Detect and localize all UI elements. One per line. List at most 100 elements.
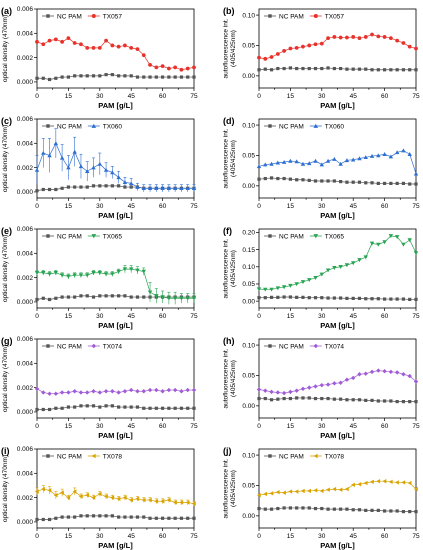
data-point	[123, 74, 127, 78]
data-point	[85, 514, 89, 518]
data-point	[408, 68, 412, 72]
data-point	[129, 497, 133, 503]
data-point	[179, 67, 184, 72]
y-axis-label: autofluorescence int.(405/425nm)	[222, 348, 236, 408]
y-tick-label: 0.00	[242, 403, 255, 410]
data-point	[313, 179, 318, 183]
legend-marker	[91, 343, 97, 349]
data-point	[154, 75, 158, 79]
data-point	[53, 270, 59, 275]
data-point	[401, 41, 406, 45]
data-point	[154, 186, 159, 191]
data-point	[41, 270, 46, 275]
data-point	[54, 76, 58, 80]
data-point	[313, 506, 318, 511]
data-point	[263, 162, 268, 167]
series-nc-pam	[35, 294, 196, 302]
data-point	[338, 265, 343, 269]
data-point	[110, 170, 115, 175]
data-point	[351, 296, 355, 300]
x-tick-label: 0	[35, 533, 39, 540]
data-point	[332, 507, 336, 511]
data-point	[191, 387, 197, 393]
y-tick-label: 0.006	[17, 116, 34, 123]
data-point	[34, 270, 40, 275]
legend-marker	[46, 14, 50, 18]
data-point	[85, 45, 90, 50]
data-point	[116, 175, 121, 180]
data-point	[79, 514, 83, 518]
data-point	[41, 390, 46, 395]
data-point	[41, 76, 45, 80]
data-point	[307, 488, 311, 494]
data-point	[59, 273, 65, 278]
data-point	[339, 179, 343, 184]
data-point	[91, 45, 96, 50]
y-tick-label: 0.20	[242, 230, 255, 237]
data-point	[72, 389, 77, 394]
plot-frame	[258, 8, 417, 89]
y-axis-label: autofluorescence int.(405/425nm)	[222, 128, 236, 188]
data-point	[123, 294, 127, 298]
data-point	[295, 66, 299, 71]
data-point	[35, 76, 39, 80]
data-point	[79, 42, 83, 47]
x-tick-label: 15	[65, 423, 73, 430]
panel-letter: (f)	[223, 226, 232, 236]
data-point	[275, 52, 280, 56]
data-point	[72, 149, 77, 154]
data-point	[320, 396, 324, 401]
series-tx078	[34, 485, 196, 507]
data-point	[301, 506, 305, 510]
y-tick-label: 0.10	[242, 342, 255, 349]
y-axis-label: autofluorescence int.(405/425nm)	[222, 18, 236, 78]
x-tick-label: 60	[159, 203, 167, 210]
x-tick-label: 75	[190, 533, 198, 540]
y-tick-label: 0.004	[17, 251, 34, 258]
data-point	[364, 67, 368, 71]
data-point	[263, 491, 268, 497]
data-point	[408, 297, 412, 302]
x-tick-label: 45	[350, 93, 358, 100]
data-point	[79, 294, 83, 298]
series-nc-pam	[257, 176, 418, 186]
data-point	[300, 161, 306, 166]
x-tick-label: 60	[159, 313, 167, 320]
y-tick-label: 0.10	[242, 122, 255, 129]
x-axis-label: PAM [g/L]	[98, 541, 133, 550]
data-point	[72, 41, 77, 45]
legend-marker	[313, 343, 319, 349]
x-tick-label: 45	[350, 313, 358, 320]
data-point	[35, 297, 39, 302]
data-point	[116, 496, 121, 502]
data-point	[91, 295, 96, 299]
legend-label: NC PAM	[279, 233, 304, 240]
x-tick-label: 15	[65, 93, 73, 100]
data-point	[47, 153, 52, 158]
data-point	[370, 32, 374, 37]
data-point	[116, 390, 121, 395]
data-point	[66, 75, 70, 79]
legend-marker	[268, 124, 272, 128]
x-tick-label: 60	[159, 93, 167, 100]
data-point	[172, 186, 178, 191]
data-point	[414, 509, 418, 514]
data-point	[173, 516, 177, 520]
data-point	[53, 391, 59, 396]
data-point	[320, 506, 324, 511]
data-point	[313, 384, 318, 389]
x-tick-label: 75	[412, 313, 420, 320]
data-point	[269, 55, 274, 59]
data-point	[97, 161, 102, 166]
data-point	[60, 406, 64, 410]
data-point	[269, 68, 274, 72]
data-point	[91, 165, 96, 170]
y-axis-label: optical density (470nm)	[2, 345, 9, 412]
y-tick-label: 0.004	[17, 141, 34, 148]
data-point	[408, 182, 412, 186]
data-point	[295, 396, 299, 400]
data-point	[160, 64, 165, 69]
data-point	[388, 369, 394, 375]
data-point	[66, 390, 71, 395]
legend-label: NC PAM	[279, 123, 304, 130]
